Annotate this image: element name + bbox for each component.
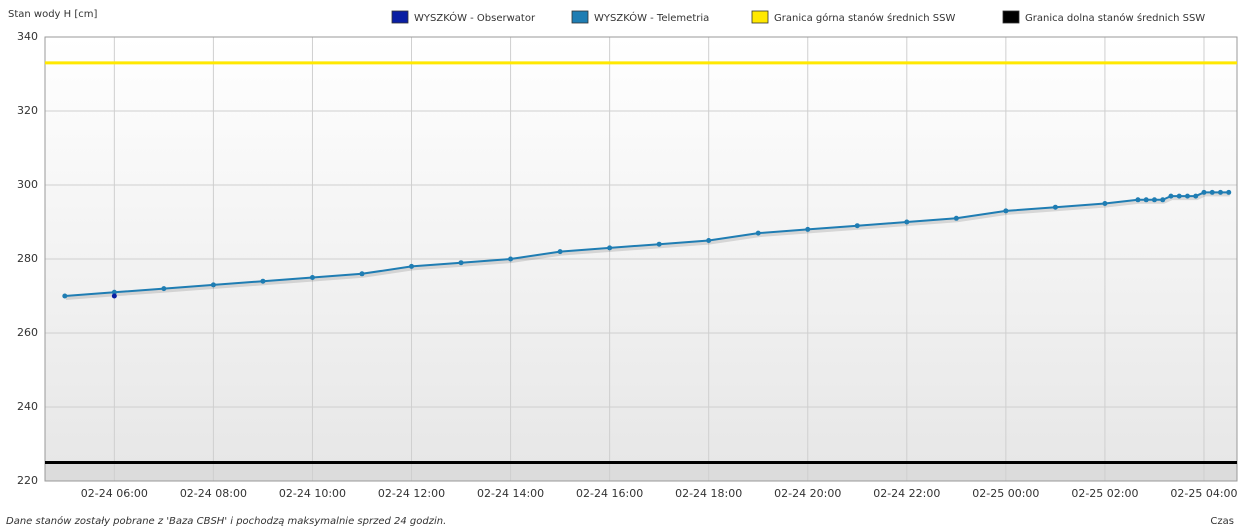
y-tick-label: 340 (17, 30, 38, 43)
data-point (755, 230, 761, 236)
data-point (1160, 197, 1166, 203)
legend-swatch (391, 10, 409, 24)
data-point (111, 293, 117, 299)
x-tick-label: 02-24 12:00 (378, 487, 445, 500)
data-point (1217, 189, 1223, 195)
x-tick-label: 02-24 16:00 (576, 487, 643, 500)
legend-label: WYSZKÓW - Telemetria (594, 11, 709, 24)
low-band (45, 462, 1237, 481)
data-point (1102, 201, 1108, 206)
data-point (805, 226, 811, 232)
x-tick-label: 02-24 06:00 (81, 487, 148, 500)
data-point (706, 238, 712, 243)
legend-label: WYSZKÓW - Obserwator (414, 11, 536, 24)
x-tick-label: 02-24 08:00 (180, 487, 247, 500)
data-point (1151, 197, 1157, 203)
data-point (607, 245, 613, 251)
data-point (1193, 193, 1199, 199)
data-point (111, 289, 117, 295)
y-tick-label: 320 (17, 104, 38, 117)
data-point (359, 271, 365, 277)
data-point (904, 219, 910, 225)
data-point (854, 223, 860, 229)
x-tick-label: 02-25 00:00 (972, 487, 1039, 500)
data-point (508, 256, 514, 262)
y-axis-label: Stan wody H [cm] (8, 9, 97, 20)
legend-label: Granica dolna stanów średnich SSW (1025, 12, 1205, 24)
legend-swatch (571, 10, 589, 24)
data-point (656, 241, 662, 247)
data-point (1226, 189, 1232, 195)
data-point (1176, 193, 1182, 199)
data-point (1003, 208, 1009, 214)
legend-swatch (751, 10, 769, 24)
data-point (260, 278, 266, 284)
data-point (1168, 193, 1174, 199)
data-point (62, 293, 68, 299)
data-point (1209, 189, 1215, 195)
data-point (1143, 197, 1149, 203)
data-point (1201, 189, 1207, 195)
plot-border (44, 36, 1238, 482)
data-point (1135, 197, 1141, 203)
y-tick-label: 220 (17, 474, 38, 487)
x-tick-label: 02-24 18:00 (675, 487, 742, 500)
x-axis-label: Czas (1210, 516, 1234, 527)
series-line (64, 191, 1229, 297)
footnote: Dane stanów zostały pobrane z 'Baza CBSH… (6, 515, 446, 527)
legend-swatch (1002, 10, 1020, 24)
x-tick-label: 02-24 20:00 (774, 487, 841, 500)
legend-label: Granica górna stanów średnich SSW (774, 12, 955, 24)
x-tick-label: 02-24 10:00 (279, 487, 346, 500)
data-point (458, 260, 464, 266)
data-point (1184, 193, 1190, 199)
y-tick-label: 280 (17, 252, 38, 265)
data-point (953, 215, 959, 221)
data-point (309, 275, 315, 280)
data-point (210, 282, 216, 288)
y-tick-label: 260 (17, 326, 38, 339)
y-tick-label: 300 (17, 178, 38, 191)
data-point (409, 263, 415, 269)
x-tick-label: 02-24 14:00 (477, 487, 544, 500)
data-point (1052, 204, 1058, 210)
y-tick-label: 240 (17, 400, 38, 413)
x-tick-label: 02-25 04:00 (1170, 487, 1237, 500)
x-tick-label: 02-24 22:00 (873, 487, 940, 500)
line-shadow (65, 192, 1230, 300)
data-point (557, 249, 563, 255)
data-point (161, 286, 167, 292)
x-tick-label: 02-25 02:00 (1071, 487, 1138, 500)
